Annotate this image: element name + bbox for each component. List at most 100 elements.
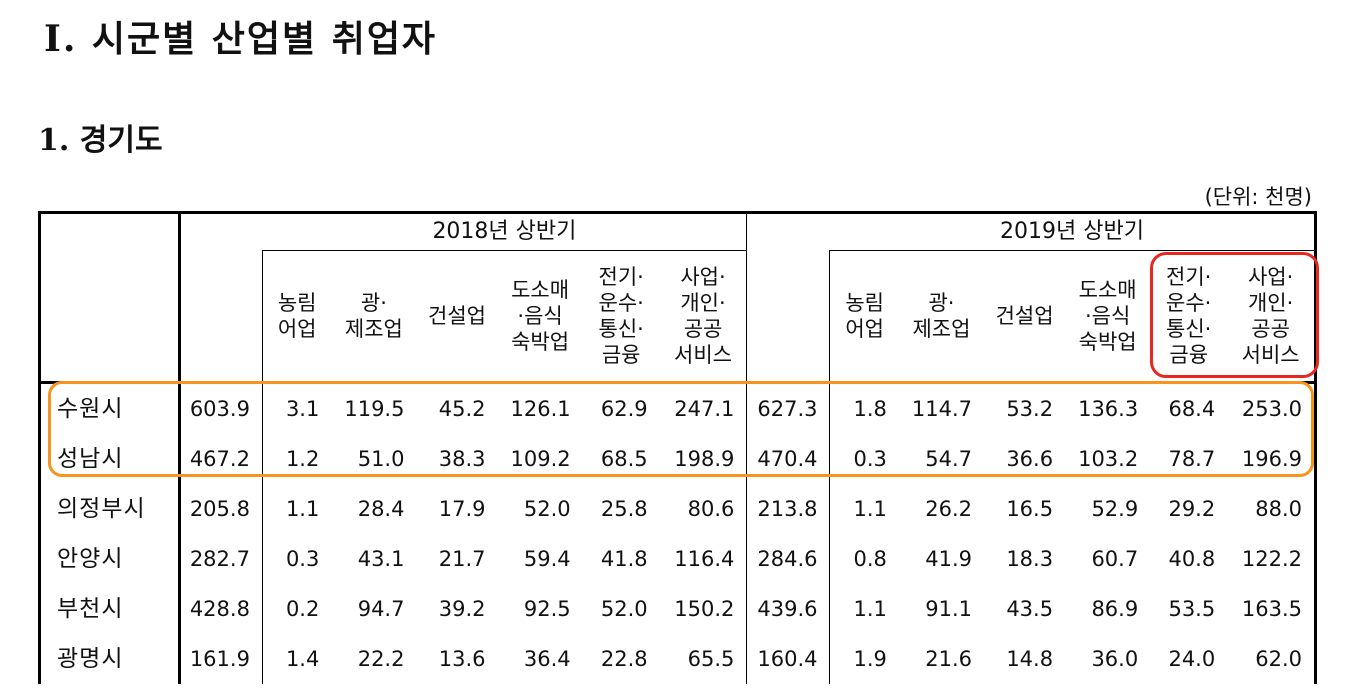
industry-header-line: 어업 [277,317,317,341]
table-row: 안양시 282.7 0.3 43.1 21.7 59.4 41.8 116.4 284.6 0.8… [38,534,1318,584]
industry-header: 광· 제조업 [898,250,985,384]
value-cell: 1.1 [829,484,899,534]
value-cell: 198.9 [674,447,735,471]
industry-header-line: 건설업 [995,304,1054,328]
industry-header-line: 제조업 [344,317,403,341]
total-cell: 428.8 [189,597,250,621]
industry-header-line: 통신· [1166,317,1212,341]
table-row: 부천시 428.8 0.2 94.7 39.2 92.5 52.0 150.2 439.6 1.1… [38,584,1318,634]
industry-header-line: 숙박업 [511,330,570,354]
value-cell: 16.5 [1006,497,1054,521]
industry-header: 농림 어업 [829,250,899,384]
value-cell: 26.2 [925,497,973,521]
value-cell: 136.3 [1078,397,1139,421]
value-cell: 114.7 [911,397,973,421]
industry-header-line: 광· [360,291,387,315]
industry-header-line: 숙박업 [1078,330,1137,354]
period-2019-header: 2019년 상반기 [829,211,1317,251]
value-cell: 43.5 [1006,597,1054,621]
city-name: 안양시 [38,534,181,584]
industry-header: 도소매 ·음식 숙박업 [1065,250,1151,384]
employment-table: 2018년 상반기 2019년 상반기 농림 어업 광· 제조업 건설업 도소매 ·음식 숙박… [38,211,1318,684]
value-cell: 3.1 [261,382,332,434]
table-row: 의정부시 205.8 1.1 28.4 17.9 52.0 25.8 80.6 213.8 1.1… [38,484,1318,534]
value-cell: 0.3 [261,534,332,584]
value-cell: 65.5 [687,647,735,671]
value-cell: 21.6 [925,647,973,671]
industry-header-line: 전기· [598,265,644,289]
value-cell: 78.7 [1168,447,1216,471]
corner-cell [38,211,181,384]
industry-header: 사업· 개인· 공공 서비스 [1227,250,1318,384]
value-cell: 109.2 [510,447,571,471]
table-row: 광명시 161.9 1.4 22.2 13.6 36.4 22.8 65.5 160.4 1.9 2… [38,634,1318,684]
value-cell: 0.8 [829,534,899,584]
industry-header-line: 농림 [845,291,884,315]
value-cell: 1.2 [261,434,332,484]
value-cell: 86.9 [1091,597,1139,621]
industry-header-line: 도소매 [511,278,570,302]
industry-header-line: 어업 [845,317,884,341]
value-cell: 36.0 [1091,647,1139,671]
value-cell: 62.9 [600,397,648,421]
industry-header-line: 운수· [1166,291,1212,315]
industry-header-line: 서비스 [1241,343,1300,367]
industry-header-line: ·음식 [1084,304,1131,328]
value-cell: 52.0 [523,497,571,521]
table-row: 성남시 467.2 1.2 51.0 38.3 109.2 68.5 198.9 470.4 0.… [38,434,1318,484]
industry-header: 전기· 운수· 통신· 금융 [582,250,660,384]
value-cell: 14.8 [1006,647,1054,671]
value-cell: 41.9 [925,547,973,571]
industry-header-line: 전기· [1166,265,1212,289]
value-cell: 91.1 [925,597,973,621]
city-name: 수원시 [38,382,181,434]
industry-header: 건설업 [416,250,498,384]
industry-header-line: 사업· [680,265,726,289]
industry-header-line: 광· [928,291,955,315]
table-row: 수원시 603.9 3.1 119.5 45.2 126.1 62.9 247.1 627.3 1… [38,382,1318,434]
value-cell: 52.0 [600,597,648,621]
total-cell: 627.3 [746,382,830,434]
total-cell: 439.6 [746,584,830,634]
industry-header: 농림 어업 [261,250,332,384]
value-cell: 1.1 [829,584,899,634]
total-cell: 284.6 [746,534,830,584]
industry-header-line: 개인· [1247,291,1294,315]
value-cell: 163.5 [1227,584,1318,634]
industry-header-line: 금융 [1169,343,1209,367]
industry-header-line: 건설업 [428,304,486,328]
total-header-0 [178,250,263,384]
value-cell: 41.8 [600,547,648,571]
industry-header-line: 공공 [683,317,723,341]
value-cell: 24.0 [1168,647,1216,671]
industry-header-line: 농림 [277,291,317,315]
industry-header: 건설업 [984,250,1066,384]
value-cell: 36.4 [523,647,571,671]
value-cell: 196.9 [1227,434,1318,484]
industry-header-line: 통신· [598,317,644,341]
value-cell: 22.8 [600,647,648,671]
industry-header-line: 사업· [1247,265,1294,289]
industry-header-line: 운수· [598,291,644,315]
industry-header-row: 농림 어업 광· 제조업 건설업 도소매 ·음식 숙박업 전기· 운수· 통신· 금융 사업· 개인· 공공… [40,250,1318,384]
value-cell: 40.8 [1168,547,1216,571]
value-cell: 17.9 [438,497,486,521]
total-cell: 467.2 [189,447,250,471]
industry-header-line: 서비스 [674,343,733,367]
period-2018-header: 2018년 상반기 [262,211,747,251]
value-cell: 60.7 [1091,547,1139,571]
value-cell: 36.6 [1006,447,1054,471]
value-cell: 1.4 [261,634,332,684]
city-name: 의정부시 [38,484,181,534]
value-cell: 247.1 [674,397,735,421]
value-cell: 1.9 [829,634,899,684]
value-cell: 21.7 [438,547,486,571]
value-cell: 51.0 [357,447,405,471]
industry-header-line: 개인· [680,291,726,315]
city-name: 성남시 [38,434,181,484]
value-cell: 52.9 [1091,497,1139,521]
value-cell: 116.4 [674,547,735,571]
section-title: Ⅰ. 시군별 산업별 취업자 [44,18,438,60]
value-cell: 59.4 [523,547,571,571]
value-cell: 13.6 [438,647,486,671]
